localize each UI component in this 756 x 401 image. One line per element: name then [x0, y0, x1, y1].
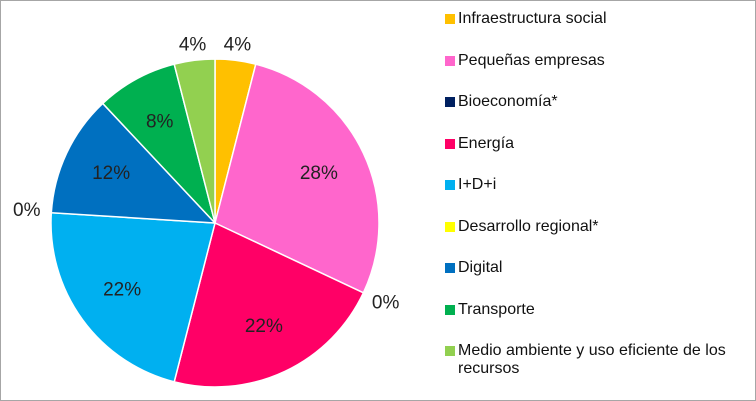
legend-swatch — [445, 55, 455, 66]
legend-item: Digital — [445, 259, 502, 277]
legend-label: Desarrollo regional* — [458, 217, 599, 235]
legend-swatch — [445, 221, 455, 232]
pie-slice — [50, 102, 217, 224]
legend-item: Transporte — [445, 301, 535, 319]
legend-label: Energía — [458, 134, 515, 152]
data-label: 4% — [179, 35, 207, 56]
legend-label: Bioeconomía* — [458, 93, 558, 110]
data-label: 22% — [245, 316, 283, 337]
pie-slice — [50, 211, 216, 383]
data-label: 28% — [300, 163, 338, 184]
legend-label: Medio ambiente y uso eficiente de los re… — [458, 342, 726, 377]
legend-swatch — [445, 14, 455, 24]
data-label: 0% — [372, 292, 400, 313]
legend-swatch — [445, 346, 455, 356]
legend-label: Transporte — [458, 300, 535, 318]
pie-slice — [173, 58, 216, 224]
data-label: 8% — [146, 111, 174, 132]
legend-swatch — [445, 138, 455, 149]
legend-label: Infraestructura social — [458, 10, 607, 27]
legend-item: Desarrollo regional* — [445, 218, 599, 236]
pie-slice — [173, 221, 365, 388]
legend-item: Infraestructura social — [445, 10, 607, 28]
legend-swatch — [445, 180, 455, 190]
legend-swatch — [445, 304, 455, 315]
legend-label: I+D+i — [458, 176, 497, 193]
legend-item: Bioeconomía* — [445, 93, 558, 111]
pie-slice — [214, 63, 380, 294]
legend-swatch — [445, 263, 455, 273]
legend-item: Energía — [445, 135, 514, 153]
data-label: 22% — [103, 279, 141, 300]
legend-item: I+D+i — [445, 176, 496, 194]
legend-swatch — [445, 97, 455, 107]
legend-item: Pequeñas empresas — [445, 52, 605, 70]
data-label: 12% — [92, 163, 130, 184]
data-label: 0% — [13, 200, 41, 221]
legend-label: Pequeñas empresas — [458, 51, 605, 69]
data-label: 4% — [224, 35, 252, 56]
legend-label: Digital — [458, 259, 503, 276]
legend-item: Medio ambiente y uso eficiente de los re… — [445, 342, 753, 378]
